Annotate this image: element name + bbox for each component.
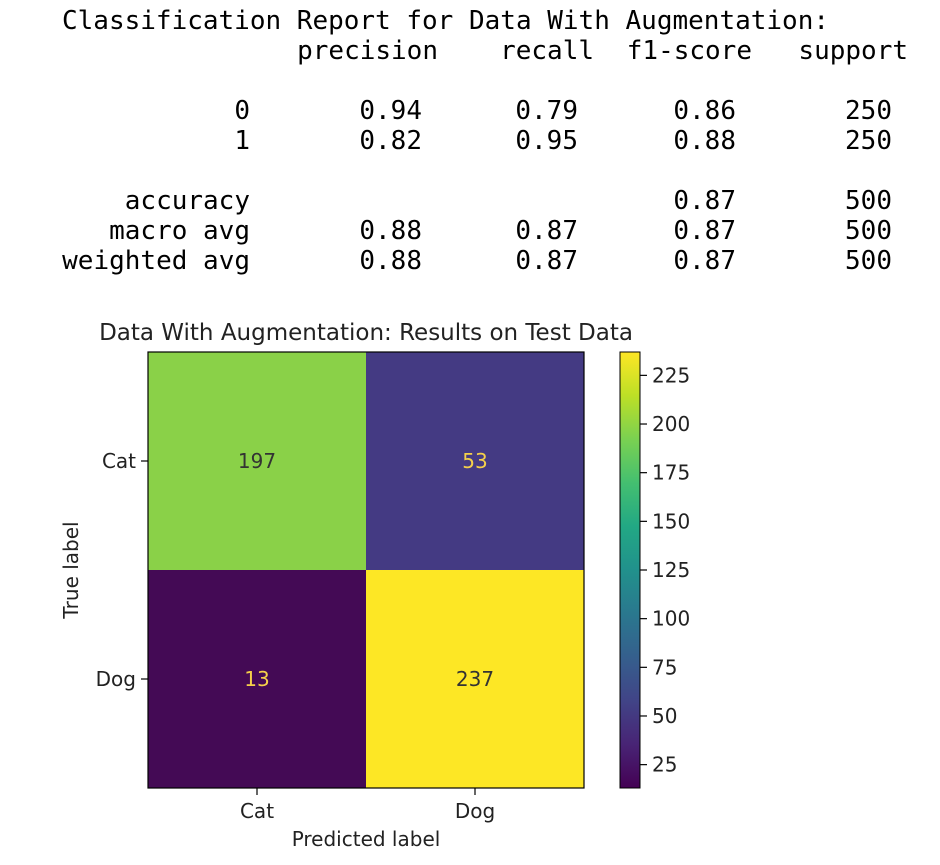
- colorbar-ticks: 25 50 75 100 125 150 175 200 225: [640, 363, 690, 777]
- row-label: accuracy: [124, 186, 250, 216]
- colorbar: [619, 351, 641, 789]
- cell-value-label: 237: [456, 667, 494, 691]
- row-value: 0.87: [673, 186, 736, 216]
- header-f1-score: f1-score: [626, 36, 752, 66]
- colorbar-tick-label: 25: [652, 753, 677, 777]
- colorbar-tick-label: 200: [652, 412, 690, 436]
- row-value: 0.86: [673, 96, 736, 126]
- header-support: support: [798, 36, 908, 66]
- heatmap-cell: [148, 352, 366, 570]
- row-value: 0.88: [673, 126, 736, 156]
- row-value: 0.87: [673, 246, 736, 276]
- x-axis-label: Predicted label: [292, 827, 441, 851]
- row-label: macro avg: [109, 216, 250, 246]
- confusion-matrix-chart: Data With Augmentation: Results on Test …: [0, 300, 940, 860]
- row-value: 250: [845, 126, 892, 156]
- colorbar-tick-label: 75: [652, 655, 677, 679]
- header-precision: precision: [297, 36, 438, 66]
- row-value: 0.88: [359, 246, 422, 276]
- colorbar-tick-label: 225: [652, 363, 690, 387]
- header-recall: recall: [500, 36, 594, 66]
- row-value: 500: [845, 216, 892, 246]
- row-value: 0.82: [359, 126, 422, 156]
- classification-report: Classification Report for Data With Augm…: [0, 0, 940, 290]
- row-value: 500: [845, 246, 892, 276]
- row-value: 500: [845, 186, 892, 216]
- row-value: 0.88: [359, 216, 422, 246]
- cell-value-label: 197: [238, 449, 276, 473]
- y-tick-label: Cat: [102, 449, 136, 473]
- row-value: 0.95: [515, 126, 578, 156]
- row-value: 0.79: [515, 96, 578, 126]
- row-value: 0.87: [515, 246, 578, 276]
- heatmap-cell-labels: 197 53 13 237: [238, 449, 494, 691]
- y-axis-ticks: Cat Dog: [96, 449, 148, 691]
- y-axis-label: True label: [59, 521, 83, 619]
- report-title: Classification Report for Data With Augm…: [62, 6, 830, 36]
- chart-title: Data With Augmentation: Results on Test …: [99, 320, 633, 346]
- heatmap-cell: [366, 352, 584, 570]
- colorbar-tick-label: 125: [652, 558, 690, 582]
- cell-value-label: 13: [244, 667, 269, 691]
- colorbar-tick-label: 50: [652, 704, 677, 728]
- x-tick-label: Dog: [455, 799, 495, 823]
- heatmap-cell: [148, 570, 366, 788]
- x-tick-label: Cat: [240, 799, 274, 823]
- heatmap-cell: [366, 570, 584, 788]
- confusion-matrix-svg: Data With Augmentation: Results on Test …: [59, 320, 690, 851]
- colorbar-tick-label: 150: [652, 509, 690, 533]
- row-value: 0.87: [673, 216, 736, 246]
- y-tick-label: Dog: [96, 667, 136, 691]
- row-label: 1: [234, 126, 250, 156]
- row-label: weighted avg: [62, 246, 250, 276]
- row-value: 0.87: [515, 216, 578, 246]
- row-value: 250: [845, 96, 892, 126]
- colorbar-tick-label: 175: [652, 461, 690, 485]
- heatmap-frame: [147, 351, 585, 789]
- x-axis-ticks: Cat Dog: [240, 788, 495, 823]
- cell-value-label: 53: [462, 449, 487, 473]
- heatmap-cells: [148, 352, 584, 788]
- row-value: 0.94: [359, 96, 422, 126]
- colorbar-tick-label: 100: [652, 607, 690, 631]
- row-label: 0: [234, 96, 250, 126]
